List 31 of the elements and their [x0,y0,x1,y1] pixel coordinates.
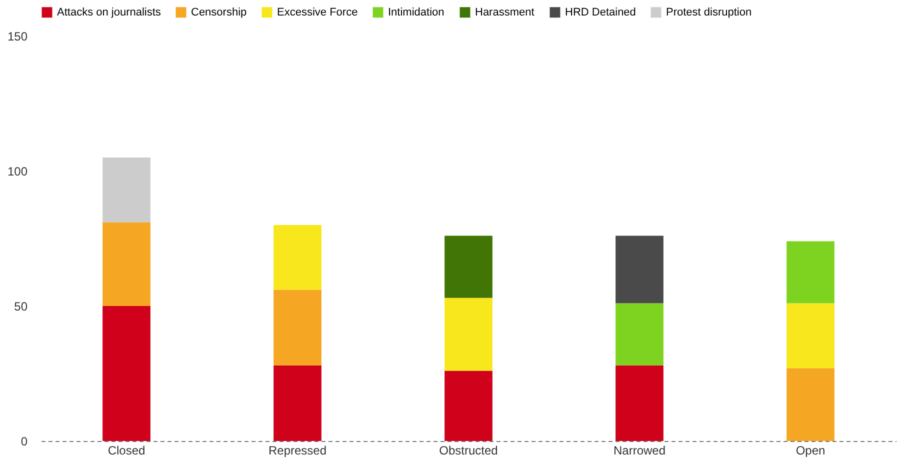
legend-label: Excessive Force [277,6,358,18]
bar [102,222,150,306]
bar [786,368,834,441]
x-tick-label: Repressed [268,444,327,458]
x-tick-label: Narrowed [613,444,666,458]
legend-label: HRD Detained [565,6,636,18]
bar [274,290,322,366]
y-tick-label: 50 [14,300,28,314]
bar [274,225,322,290]
bar [616,236,664,304]
bar [616,303,664,366]
bar [274,365,322,441]
bar [444,236,492,298]
x-tick-label: Closed [108,444,146,458]
legend-label: Protest disruption [666,6,752,18]
bar [102,158,150,222]
bar [616,365,664,441]
y-tick-label: 150 [7,30,28,44]
y-tick-label: 0 [20,434,28,448]
bar [786,241,834,304]
bar [786,303,834,368]
x-tick-label: Open [796,444,826,458]
legend-label: Attacks on journalists [57,6,162,18]
legend-label: Intimidation [388,6,444,18]
bar [444,370,492,441]
x-tick-label: Obstructed [439,444,498,458]
legend-label: Harassment [475,6,534,18]
bar [444,298,492,371]
bar [102,306,150,441]
legend-label: Censorship [191,6,247,18]
y-tick-label: 100 [7,164,28,178]
